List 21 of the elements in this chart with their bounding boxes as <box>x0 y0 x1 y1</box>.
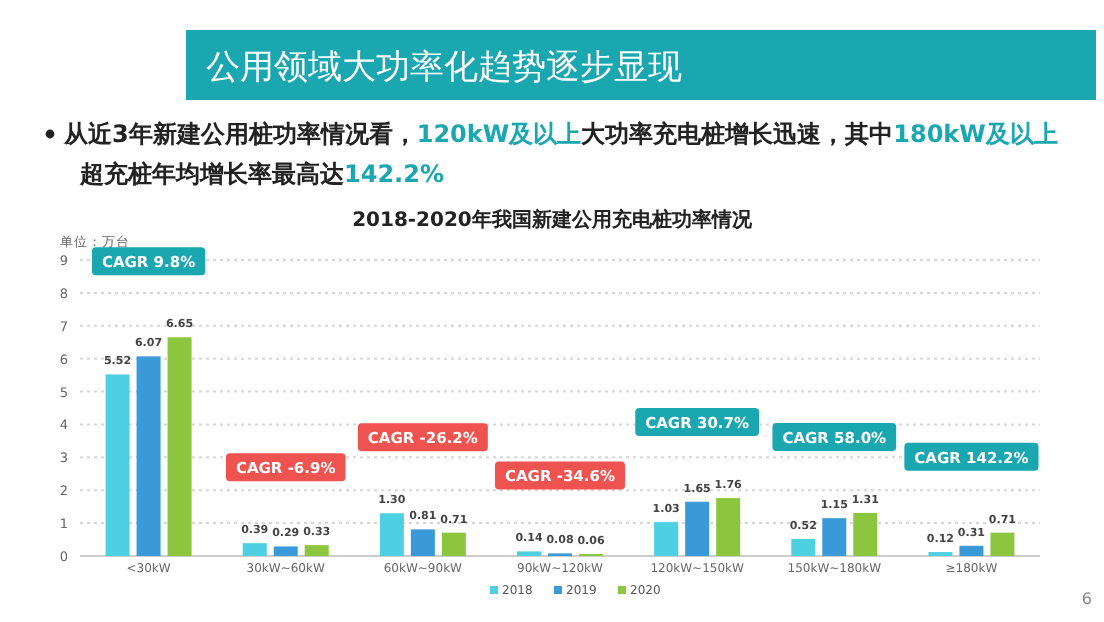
bar <box>441 532 466 556</box>
bar <box>136 356 161 556</box>
bar <box>167 337 192 556</box>
chart-title: 公用领域大功率化趋势逐步显现 <box>206 48 682 88</box>
bar <box>853 512 878 556</box>
bar <box>410 529 435 556</box>
bar <box>959 545 984 556</box>
bar <box>105 374 130 556</box>
bar <box>716 498 741 556</box>
bar <box>791 538 816 556</box>
bar <box>990 532 1015 556</box>
bar <box>822 518 847 556</box>
bar <box>379 513 404 556</box>
text: 从近3年新建公用桩功率情况看，120kW及以上大功率充电桩增长迅速，其中180kW及以上超充桩年均增长率最高达142.2% <box>64 120 1058 188</box>
bar <box>685 501 710 556</box>
bar <box>654 522 679 556</box>
bar <box>273 546 298 556</box>
bar <box>304 545 329 556</box>
bar <box>242 543 267 556</box>
text: 6 <box>1081 590 1092 608</box>
chart-subtitle: 2018-2020年我国新建公用充电桩功率情况 <box>352 208 754 232</box>
